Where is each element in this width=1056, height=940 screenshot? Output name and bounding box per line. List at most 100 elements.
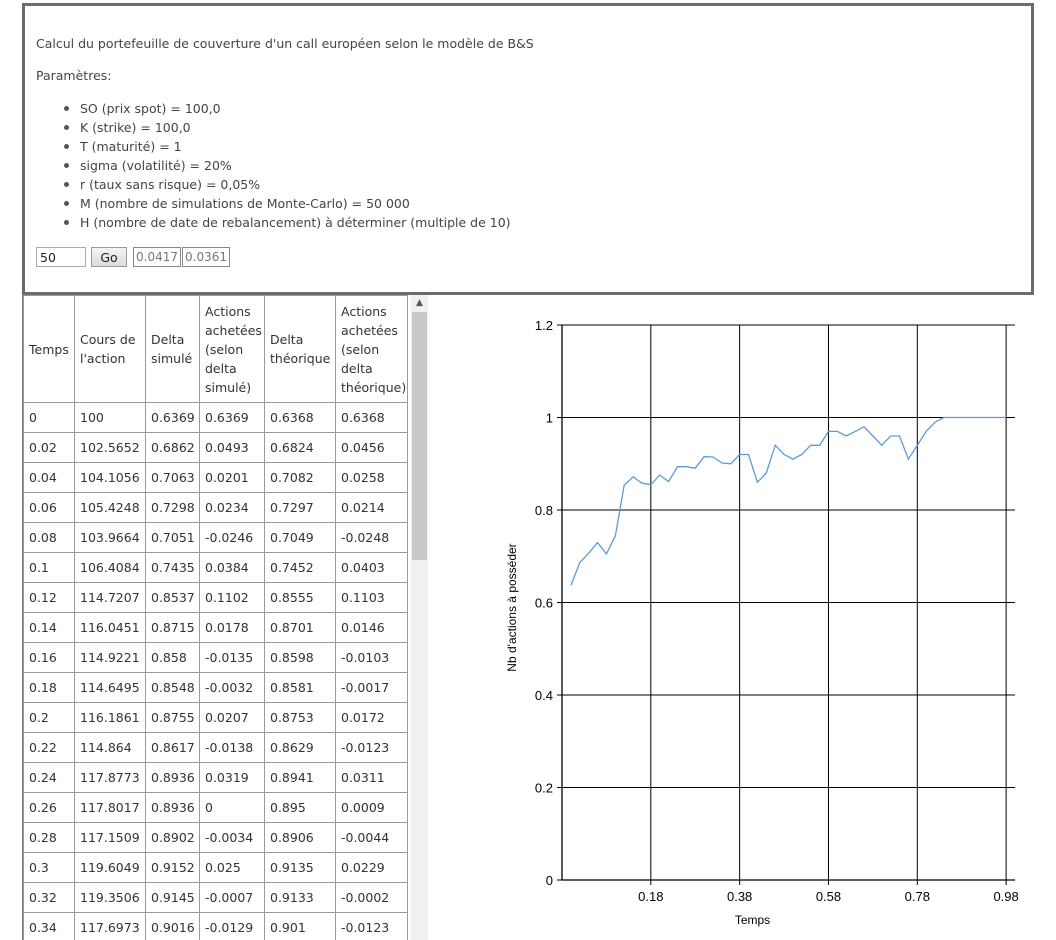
table-cell: 0.8715	[145, 612, 200, 643]
table-row: 0.26 117.8017 0.8936 0 0.895 0.0009	[23, 792, 408, 823]
table-scrollbar[interactable]: ▲	[411, 295, 428, 940]
table-cell: 0	[23, 402, 75, 433]
table-cell: -0.0123	[335, 912, 408, 940]
table-row: 0.04 104.1056 0.7063 0.0201 0.7082 0.0258	[23, 462, 408, 493]
table-row: 0.16 114.9221 0.858 -0.0135 0.8598 -0.0103	[23, 642, 408, 673]
table-cell: 0.06	[23, 492, 75, 523]
table-cell: 0.8906	[264, 822, 336, 853]
table-cell: -0.0032	[199, 672, 265, 703]
table-cell: 103.9664	[74, 522, 146, 553]
result-simulated-output: 0.0417	[133, 247, 181, 267]
table-cell: 0.0319	[199, 762, 265, 793]
table-cell: 0.9016	[145, 912, 200, 940]
table-row: 0.12 114.7207 0.8537 0.1102 0.8555 0.1103	[23, 582, 408, 613]
table-cell: 119.6049	[74, 852, 146, 883]
param-maturity: T (maturité) = 1	[61, 137, 511, 156]
table-cell: 0.6862	[145, 432, 200, 463]
table-cell: 102.5652	[74, 432, 146, 463]
table-cell: 0.14	[23, 612, 75, 643]
table-cell: 0.0493	[199, 432, 265, 463]
table-cell: 0.8902	[145, 822, 200, 853]
table-row: 0.2 116.1861 0.8755 0.0207 0.8753 0.0172	[23, 702, 408, 733]
y-tick-label: 0.6	[535, 596, 553, 611]
table-cell: 104.1056	[74, 462, 146, 493]
param-simulations: M (nombre de simulations de Monte-Carlo)…	[61, 194, 511, 213]
table-cell: 0.0456	[335, 432, 408, 463]
y-tick-label: 0.4	[535, 688, 553, 703]
table-cell: 0.34	[23, 912, 75, 940]
table-cell: 0.8936	[145, 762, 200, 793]
go-button[interactable]: Go	[91, 247, 127, 267]
table-cell: -0.0034	[199, 822, 265, 853]
table-cell: 0.9152	[145, 852, 200, 883]
table-cell: 0.0403	[335, 552, 408, 583]
y-tick-label: 0.8	[535, 503, 553, 518]
table-cell: 0.9133	[264, 882, 336, 913]
table-cell: 0.8753	[264, 702, 336, 733]
table-cell: 0.0258	[335, 462, 408, 493]
table-cell: -0.0129	[199, 912, 265, 940]
table-cell: 0.025	[199, 852, 265, 883]
table-cell: 0.26	[23, 792, 75, 823]
table-header-row: Temps Cours de l'action Delta simulé Act…	[23, 295, 408, 403]
table-cell: 0.6368	[335, 402, 408, 433]
table-row: 0.24 117.8773 0.8936 0.0319 0.8941 0.0311	[23, 762, 408, 793]
table-cell: 0.1102	[199, 582, 265, 613]
x-tick-label: 0.18	[638, 889, 663, 904]
table-cell: 0.2	[23, 702, 75, 733]
table-cell: 0.7051	[145, 522, 200, 553]
table-cell: 0	[199, 792, 265, 823]
table-cell: -0.0044	[335, 822, 408, 853]
parameters-panel: Calcul du portefeuille de couverture d'u…	[22, 3, 1034, 295]
header-delta-simule: Delta simulé	[145, 295, 200, 403]
table-cell: 0.858	[145, 642, 200, 673]
table-cell: 0.7082	[264, 462, 336, 493]
x-axis-title: Temps	[735, 913, 770, 927]
x-tick-label: 0.98	[993, 889, 1018, 904]
table-cell: -0.0103	[335, 642, 408, 673]
table-cell: -0.0248	[335, 522, 408, 553]
table-row: 0.1 106.4084 0.7435 0.0384 0.7452 0.0403	[23, 552, 408, 583]
table-cell: 0.8701	[264, 612, 336, 643]
table-cell: 0.16	[23, 642, 75, 673]
table-cell: 0.1	[23, 552, 75, 583]
table-cell: -0.0246	[199, 522, 265, 553]
table-cell: 0.895	[264, 792, 336, 823]
table-cell: 0.8581	[264, 672, 336, 703]
table-cell: 106.4084	[74, 552, 146, 583]
scroll-thumb[interactable]	[412, 312, 427, 560]
table-cell: 0.6368	[264, 402, 336, 433]
y-tick-label: 1.2	[535, 318, 553, 333]
table-row: 0.18 114.6495 0.8548 -0.0032 0.8581 -0.0017	[23, 672, 408, 703]
header-actions-theorique: Actions achetées (selon delta théorique)	[335, 295, 408, 403]
table-cell: 0.901	[264, 912, 336, 940]
table-cell: 0.0214	[335, 492, 408, 523]
table-cell: 117.8017	[74, 792, 146, 823]
param-sigma: sigma (volatilité) = 20%	[61, 156, 511, 175]
scroll-up-arrow-icon[interactable]: ▲	[416, 298, 423, 308]
table-cell: 0.6369	[199, 402, 265, 433]
table-cell: 0.18	[23, 672, 75, 703]
table-cell: 117.6973	[74, 912, 146, 940]
results-table-container[interactable]: Temps Cours de l'action Delta simulé Act…	[22, 295, 430, 940]
table-cell: 105.4248	[74, 492, 146, 523]
table-cell: 116.0451	[74, 612, 146, 643]
rebalancing-count-input[interactable]	[36, 247, 86, 267]
table-cell: 0.6369	[145, 402, 200, 433]
table-row: 0.28 117.1509 0.8902 -0.0034 0.8906 -0.0044	[23, 822, 408, 853]
header-actions-simule: Actions achetées (selon delta simulé)	[199, 295, 265, 403]
table-cell: 0.8598	[264, 642, 336, 673]
table-cell: -0.0138	[199, 732, 265, 763]
header-delta-theorique: Delta théorique	[264, 295, 336, 403]
table-cell: 0.0178	[199, 612, 265, 643]
y-tick-label: 1	[546, 411, 553, 426]
x-tick-label: 0.58	[816, 889, 841, 904]
table-row: 0.14 116.0451 0.8715 0.0178 0.8701 0.0146	[23, 612, 408, 643]
table-cell: 117.8773	[74, 762, 146, 793]
params-list: SO (prix spot) = 100,0 K (strike) = 100,…	[61, 99, 511, 232]
table-cell: 0.0229	[335, 852, 408, 883]
table-cell: 0.8941	[264, 762, 336, 793]
table-cell: -0.0007	[199, 882, 265, 913]
table-cell: 0.3	[23, 852, 75, 883]
table-cell: 0.0146	[335, 612, 408, 643]
